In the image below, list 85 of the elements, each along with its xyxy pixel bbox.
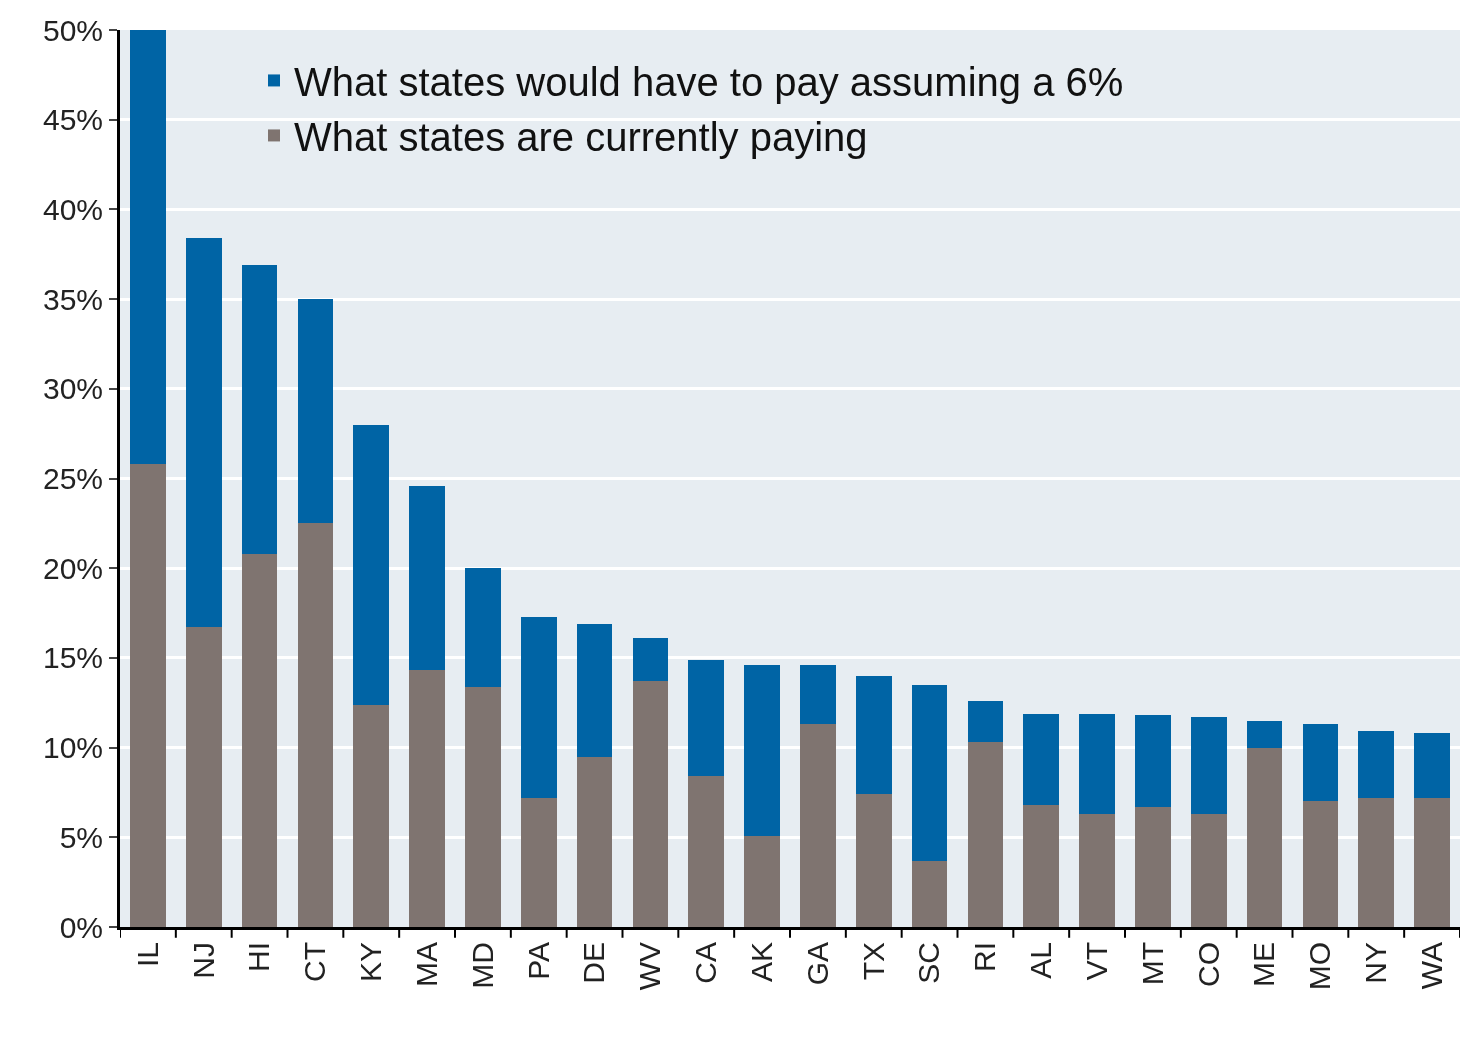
bar — [241, 553, 278, 927]
bar — [1246, 720, 1283, 748]
bar — [1414, 797, 1450, 927]
bar — [1190, 813, 1227, 927]
bar — [353, 704, 390, 927]
bar — [130, 464, 166, 927]
bar — [1079, 713, 1115, 814]
x-tick-label: HI — [242, 942, 276, 972]
y-tick-label: 5% — [59, 820, 103, 854]
legend-label: What states are currently paying — [294, 115, 868, 160]
bar — [353, 424, 390, 705]
x-tick-label: MO — [1303, 942, 1337, 991]
bar — [744, 665, 780, 836]
bar — [576, 623, 613, 757]
bar — [1302, 801, 1339, 927]
bar — [1135, 806, 1171, 927]
x-tick-label: KY — [354, 942, 387, 983]
x-tick-label: WA — [1414, 942, 1448, 990]
bar — [632, 681, 669, 927]
bar — [967, 742, 1004, 927]
y-tick-label: 0% — [59, 910, 103, 944]
y-tick-label: 20% — [42, 551, 103, 585]
y-tick-label: 30% — [42, 372, 103, 406]
bar — [130, 30, 166, 465]
bar — [409, 485, 445, 671]
bar — [241, 265, 278, 554]
y-tick-label: 10% — [42, 731, 103, 765]
bar — [967, 700, 1004, 743]
x-tick-label: MD — [465, 942, 499, 989]
x-tick-label: WV — [633, 942, 667, 991]
bar — [1135, 715, 1171, 807]
x-tick-label: AK — [744, 942, 778, 983]
x-tick-label: VT — [1079, 942, 1113, 981]
x-tick-label: TX — [856, 942, 890, 981]
x-tick-label: DE — [577, 942, 611, 984]
x-tick-label: CA — [689, 942, 722, 984]
x-tick-label: PA — [521, 942, 555, 980]
bar — [465, 686, 501, 927]
bar — [520, 616, 557, 798]
bar — [1023, 805, 1060, 927]
bar — [1414, 733, 1450, 798]
bar — [297, 299, 334, 524]
x-tick-label: SC — [912, 942, 946, 984]
bar — [185, 238, 222, 628]
bar — [297, 523, 334, 927]
bar — [800, 665, 836, 725]
x-tick-label: CT — [298, 942, 332, 982]
bar — [409, 670, 445, 927]
bar — [1358, 797, 1395, 927]
y-tick-label: 50% — [42, 13, 103, 47]
x-tick-label: NY — [1359, 942, 1392, 984]
bar — [688, 659, 725, 777]
bar — [688, 776, 725, 927]
y-tick-label: 40% — [42, 192, 103, 226]
bar — [911, 860, 948, 927]
bar — [855, 794, 892, 927]
bar — [1302, 724, 1339, 802]
x-tick-label: CO — [1191, 942, 1225, 987]
bar — [1358, 731, 1395, 798]
x-tick-label: ME — [1247, 942, 1281, 987]
y-tick-label: 15% — [42, 641, 103, 675]
bar — [855, 675, 892, 795]
x-tick-label: IL — [130, 942, 164, 968]
bar — [632, 638, 669, 682]
x-tick-label: NJ — [186, 942, 220, 979]
y-tick-label: 35% — [42, 282, 103, 316]
bar — [465, 568, 501, 687]
x-tick-label: AL — [1024, 942, 1057, 979]
bar — [576, 756, 613, 927]
bar — [911, 684, 948, 861]
bar — [1246, 747, 1283, 927]
bar — [800, 724, 836, 927]
y-tick-label: 25% — [42, 462, 103, 495]
bar — [185, 627, 222, 927]
y-tick-label: 45% — [42, 103, 103, 137]
x-tick-label: MT — [1135, 942, 1169, 986]
bar — [1190, 717, 1227, 814]
bar — [1079, 813, 1115, 927]
x-tick-label: RI — [968, 942, 1002, 972]
legend-label: What states would have to pay assuming a 6% — [294, 60, 1124, 105]
bar — [744, 835, 780, 927]
x-tick-label: GA — [800, 942, 834, 986]
bar — [1023, 713, 1060, 806]
x-tick-label: MA — [409, 942, 443, 987]
bar — [520, 797, 557, 927]
